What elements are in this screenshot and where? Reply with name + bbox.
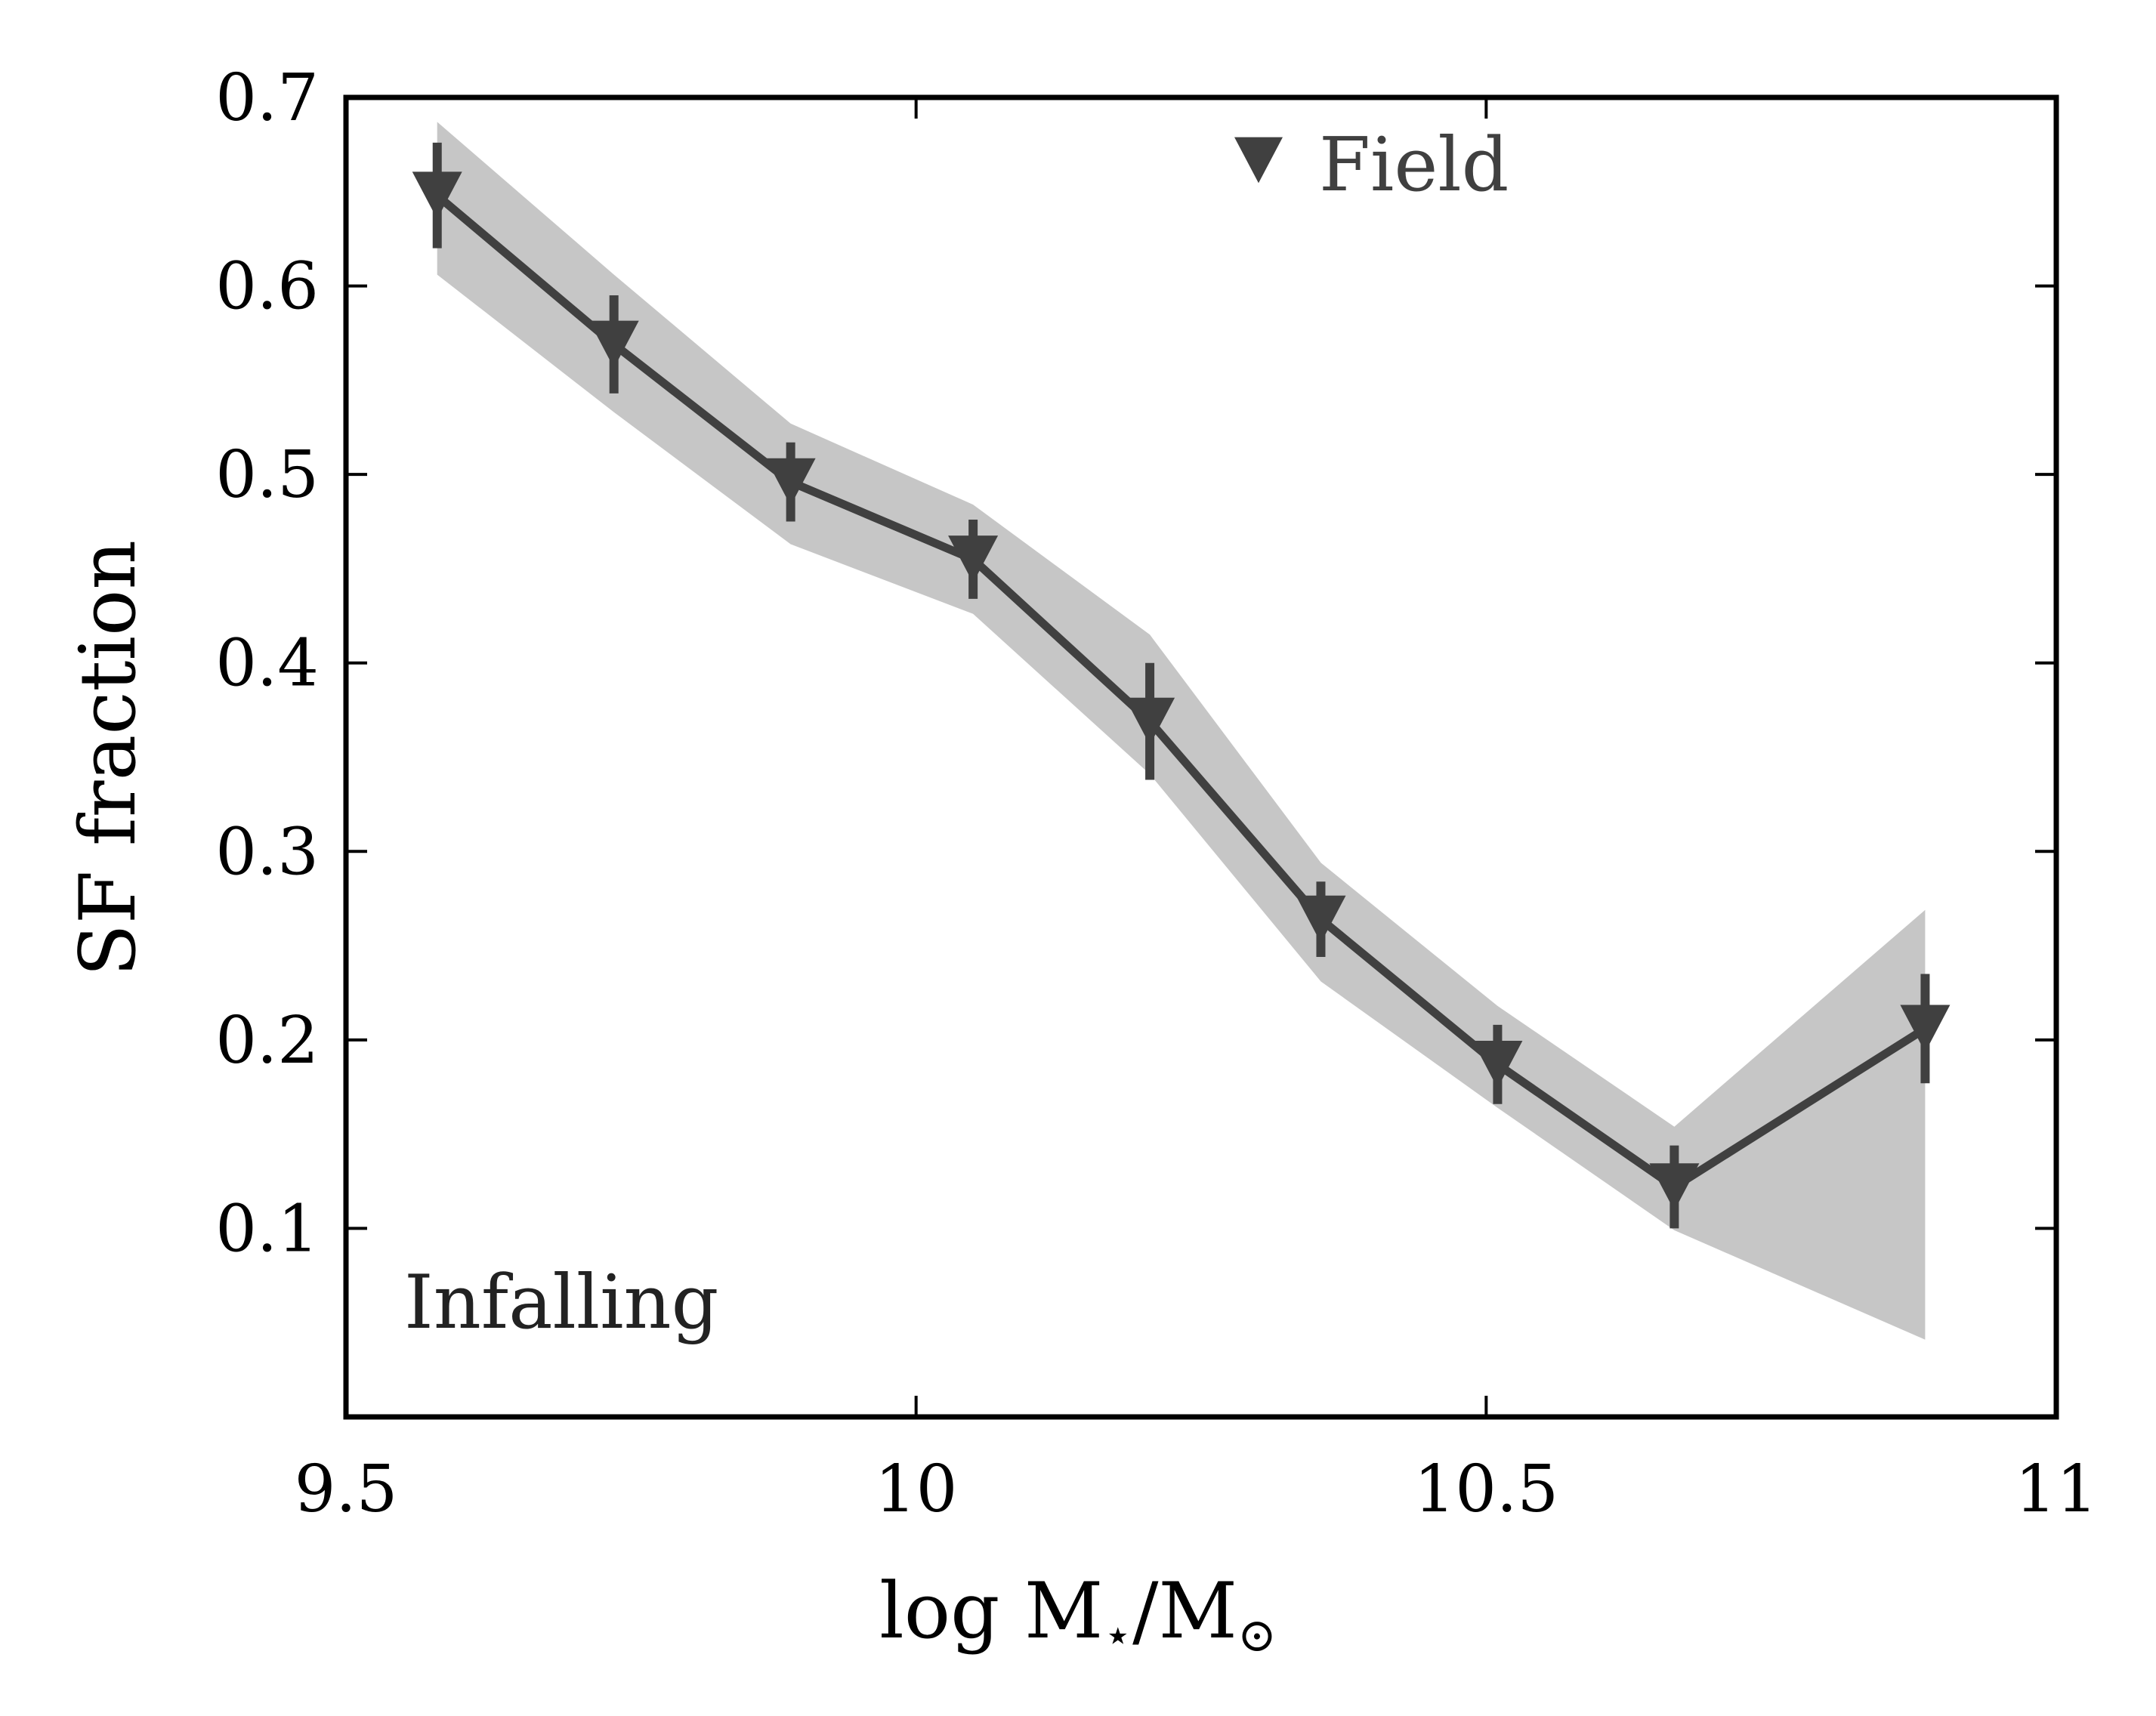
data-point-marker	[948, 535, 999, 583]
x-axis-label-main: log M	[879, 1566, 1103, 1656]
x-axis-label: log M⋆/M⊙	[879, 1566, 1277, 1662]
y-tick-label: 0.4	[215, 626, 319, 702]
x-tick-labels: 9.5 10 10.5 11	[295, 1452, 2098, 1527]
data-point-marker	[765, 458, 816, 506]
data-point-marker	[412, 171, 462, 220]
y-axis-label: SF fraction	[63, 540, 153, 977]
data-point-marker	[588, 320, 639, 369]
data-point-marker	[1472, 1041, 1523, 1088]
confidence-band	[437, 122, 1926, 1340]
confidence-band-layer	[437, 122, 1926, 1340]
x-tick-label: 11	[2015, 1452, 2097, 1527]
data-point-marker	[1900, 1005, 1951, 1053]
x-tick-label: 9.5	[295, 1452, 398, 1527]
data-point-marker	[1296, 895, 1346, 943]
y-tick-label: 0.5	[215, 437, 319, 513]
annotation-infalling: Infalling	[404, 1260, 718, 1346]
y-tick-label: 0.6	[215, 249, 319, 325]
series-layer	[412, 142, 1951, 1229]
y-tick-label: 0.7	[215, 60, 319, 136]
x-axis-label-slash: /M	[1132, 1566, 1237, 1656]
data-point-marker	[1649, 1163, 1700, 1211]
y-tick-label: 0.3	[215, 814, 319, 890]
legend: Field	[1234, 122, 1509, 208]
legend-label: Field	[1319, 122, 1509, 208]
x-axis-label-star-subscript: ⋆	[1103, 1607, 1132, 1662]
y-tick-label: 0.2	[215, 1003, 319, 1079]
x-axis-label-sun-subscript: ⊙	[1237, 1607, 1277, 1662]
legend-marker-triangle-down-icon	[1234, 137, 1283, 184]
x-tick-label: 10.5	[1414, 1452, 1558, 1527]
plot-frame	[343, 94, 2059, 1420]
y-tick-label: 0.1	[215, 1191, 319, 1267]
y-tick-labels: 0.1 0.2 0.3 0.4 0.5 0.6 0.7	[215, 60, 319, 1267]
x-tick-label: 10	[875, 1452, 957, 1527]
data-point-marker	[1125, 697, 1175, 745]
